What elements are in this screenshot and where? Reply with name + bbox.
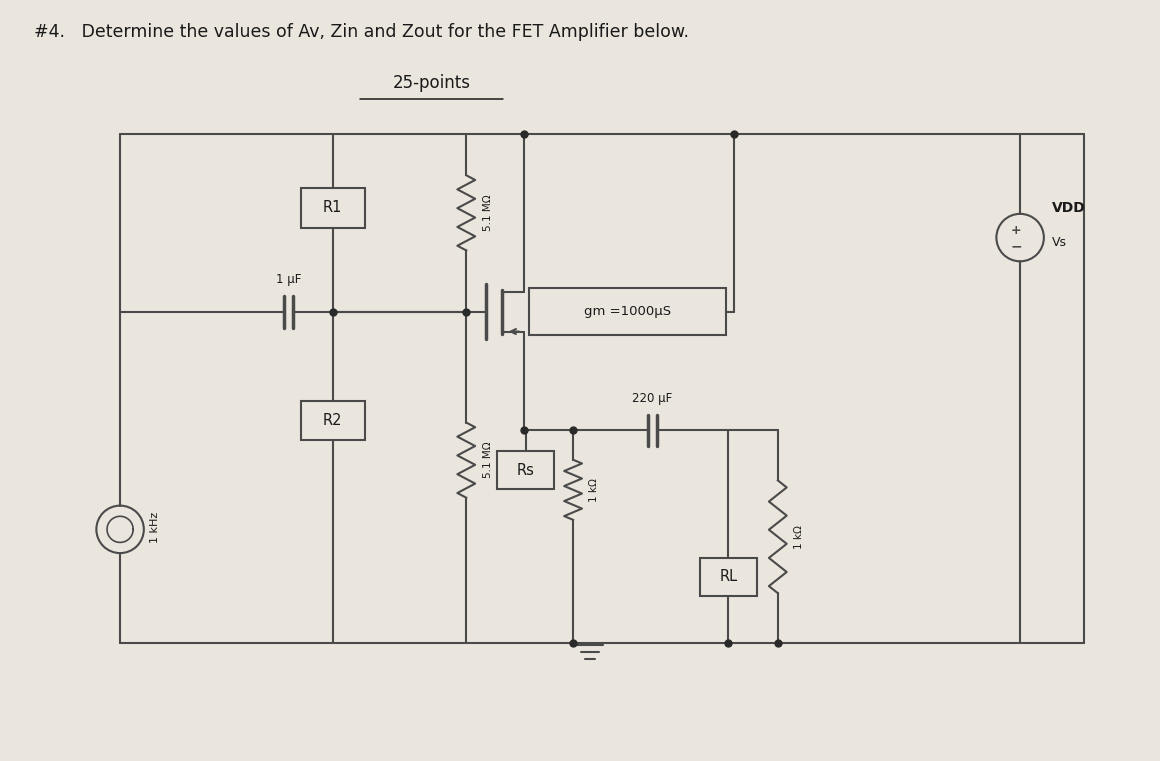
Text: 1 μF: 1 μF bbox=[276, 273, 300, 286]
Text: −: − bbox=[1010, 240, 1022, 253]
Point bbox=[769, 637, 788, 649]
Text: 5.1 MΩ: 5.1 MΩ bbox=[483, 442, 493, 479]
Text: +: + bbox=[1010, 224, 1022, 237]
Bar bbox=[529, 288, 726, 336]
Point bbox=[514, 128, 532, 140]
Text: RL: RL bbox=[719, 569, 738, 584]
Text: 5.1 MΩ: 5.1 MΩ bbox=[483, 195, 493, 231]
Point bbox=[719, 637, 738, 649]
Text: Vs: Vs bbox=[1052, 236, 1067, 249]
Text: R1: R1 bbox=[322, 200, 342, 215]
Text: 1 kΩ: 1 kΩ bbox=[793, 525, 804, 549]
Point bbox=[564, 425, 582, 437]
Text: VDD: VDD bbox=[1052, 201, 1086, 215]
Text: 220 μF: 220 μF bbox=[632, 392, 673, 405]
Text: 1 kΩ: 1 kΩ bbox=[589, 478, 599, 501]
Point bbox=[514, 425, 532, 437]
Point bbox=[324, 306, 342, 318]
Text: gm =1000μS: gm =1000μS bbox=[583, 305, 670, 318]
Bar bbox=[300, 401, 365, 441]
Bar bbox=[496, 451, 554, 489]
Point bbox=[564, 637, 582, 649]
Text: R2: R2 bbox=[322, 413, 342, 428]
Text: Rs: Rs bbox=[516, 463, 535, 477]
Text: #4.   Determine the values of Av, Zin and Zout for the FET Amplifier below.: #4. Determine the values of Av, Zin and … bbox=[34, 23, 689, 41]
Point bbox=[457, 306, 476, 318]
Bar bbox=[699, 558, 757, 596]
Point bbox=[725, 128, 744, 140]
Text: 25-points: 25-points bbox=[392, 75, 471, 92]
Text: 1 kHz: 1 kHz bbox=[150, 511, 160, 543]
Bar bbox=[300, 188, 365, 228]
